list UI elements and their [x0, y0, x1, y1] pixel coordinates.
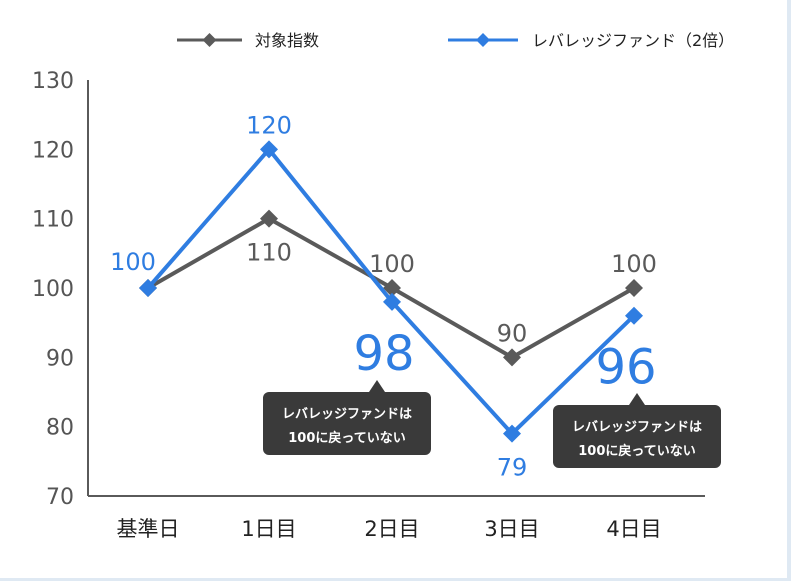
series-lines	[139, 140, 643, 443]
x-tick-label: 4日目	[606, 517, 661, 541]
y-tick-label: 100	[32, 277, 74, 302]
annotation-line-1: レバレッジファンドは	[572, 420, 702, 435]
data-label: 79	[497, 454, 528, 482]
annotation-pointer	[369, 380, 385, 392]
legend-label: 対象指数	[255, 31, 319, 50]
annotation-callout: レバレッジファンドは 100に戻っていない	[263, 380, 431, 455]
data-point	[503, 424, 521, 443]
y-tick-label: 110	[32, 208, 74, 233]
data-point	[625, 279, 643, 297]
axes: 70 80 90 100 110 120 130 基準日 1日目 2日目 3日目 4日目	[32, 69, 705, 541]
data-label: 120	[246, 111, 292, 139]
data-point	[260, 209, 278, 228]
data-label: 110	[246, 239, 292, 267]
annotation-pointer	[629, 393, 645, 405]
annotation-line-1: レバレッジファンドは	[282, 407, 412, 422]
data-label: 100	[611, 250, 657, 278]
data-label: 96	[595, 340, 656, 396]
data-label: 100	[110, 248, 156, 276]
y-tick-label: 130	[32, 69, 74, 94]
legend-label: レバレッジファンド（2倍）	[532, 31, 734, 50]
annotation-line-2: 100に戻っていない	[578, 443, 696, 459]
annotation-box	[553, 405, 721, 468]
annotation-box	[263, 392, 431, 455]
legend: 対象指数 レバレッジファンド（2倍）	[177, 31, 734, 50]
data-point	[383, 279, 401, 297]
data-point	[260, 140, 278, 159]
y-tick-label: 120	[32, 138, 74, 163]
x-tick-label: 基準日	[117, 517, 180, 541]
data-point	[625, 306, 643, 325]
data-point	[383, 292, 401, 311]
data-point	[503, 348, 521, 367]
data-point	[139, 279, 157, 297]
y-tick-label: 70	[46, 485, 74, 510]
data-labels: 110 100 90 100 100 120 98 79 96	[110, 111, 657, 481]
y-tick-label: 80	[46, 416, 74, 441]
x-tick-label: 3日目	[484, 517, 539, 541]
data-label: 90	[497, 319, 528, 347]
x-tick-label: 1日目	[241, 517, 296, 541]
x-tick-label: 2日目	[364, 517, 419, 541]
data-label: 100	[369, 250, 415, 278]
annotation-callout: レバレッジファンドは 100に戻っていない	[553, 393, 721, 468]
legend-marker	[202, 33, 217, 47]
annotation-line-2: 100に戻っていない	[288, 430, 406, 446]
data-label: 98	[353, 326, 414, 382]
frame-edge-bottom	[0, 578, 791, 581]
y-tick-label: 90	[46, 346, 74, 371]
legend-marker	[476, 33, 490, 47]
frame-edge-right	[787, 0, 791, 581]
